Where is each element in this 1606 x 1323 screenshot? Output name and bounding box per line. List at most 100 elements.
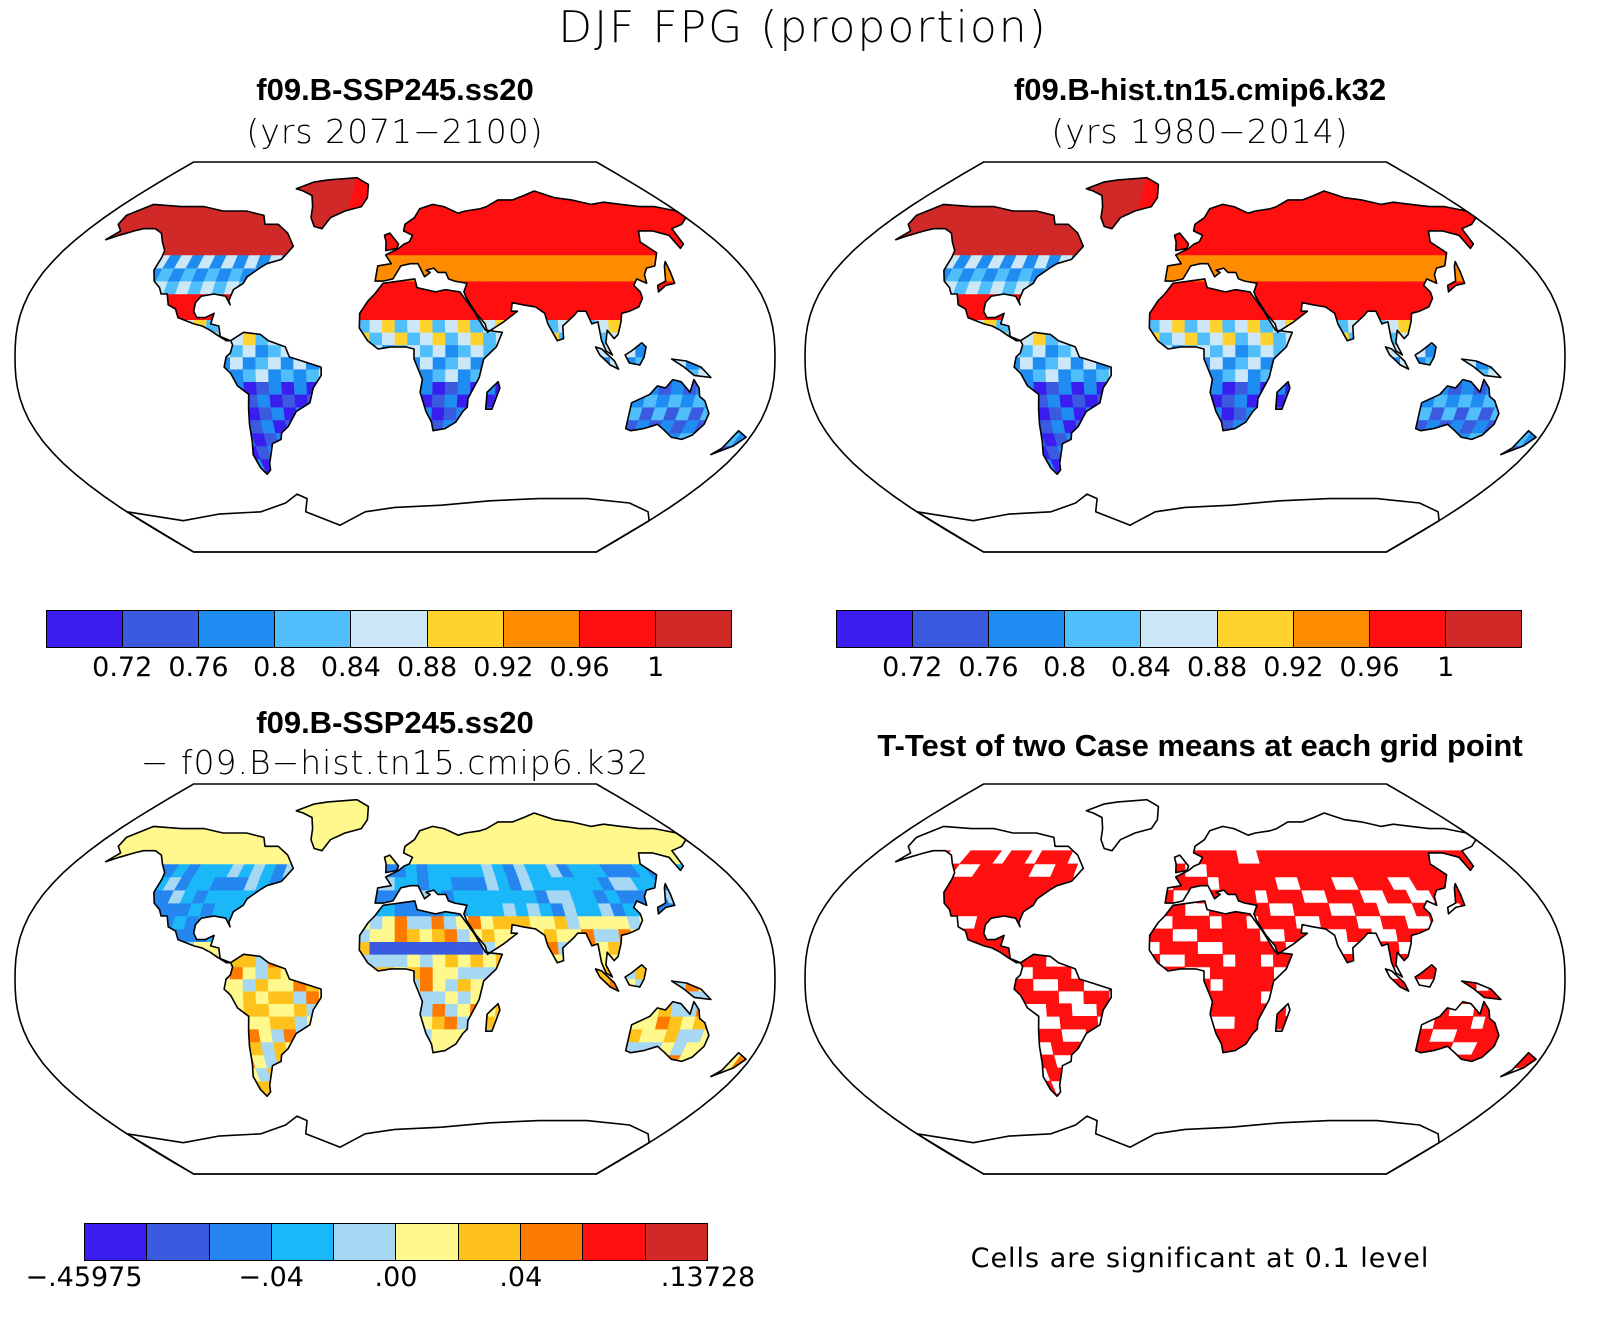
coastline-australia [1414, 1000, 1500, 1063]
land-field [895, 177, 1537, 486]
coastline-australia [624, 378, 710, 441]
panel4-title: T-Test of two Case means at each grid po… [877, 728, 1523, 763]
colorbar-tick-label: −.45975 [25, 1262, 143, 1293]
coastline-eurasia [1164, 812, 1477, 978]
land-field [105, 799, 747, 1108]
colorbar-swatch [271, 1224, 335, 1260]
panel1-subtitle: (yrs 2071−2100) [246, 112, 544, 151]
colorbar-tick-label: 0.96 [1339, 652, 1400, 683]
panel1-map [14, 161, 776, 553]
coastline-borneo [1414, 964, 1437, 988]
panel2-title: f09.B-hist.tn15.cmip6.k32 [1013, 72, 1387, 107]
coastline-sumatra [594, 346, 620, 370]
panel4-map [804, 783, 1566, 1175]
figure-title: DJF FPG (proportion) [558, 2, 1048, 53]
colorbar-tick-label: .04 [499, 1262, 543, 1293]
coastline-greenland [295, 798, 370, 852]
colorbar-tick-label: 1 [1437, 652, 1455, 683]
coastline-northAmerica [894, 825, 1085, 964]
colorbar-tick-label: 0.84 [320, 652, 381, 683]
coastline-africa [358, 278, 504, 432]
coastline-africa [1148, 278, 1294, 432]
coastline-sumatra [594, 968, 620, 992]
coastline-northAmerica [104, 825, 295, 964]
colorbar-swatch [1065, 611, 1142, 647]
coastline-japan [1446, 882, 1466, 915]
coastline-britain [1173, 854, 1190, 874]
panel3-map [14, 783, 776, 1175]
coastline-madagascar [1274, 380, 1291, 410]
coastline-antarctica [916, 493, 1440, 553]
coastline-britain [383, 854, 400, 874]
colorbar-tick-label: 0.84 [1110, 652, 1171, 683]
colorbar-tick-label: 0.92 [473, 652, 534, 683]
colorbar-tick-label: 0.76 [168, 652, 229, 683]
colorbar-tick-label: 0.88 [1187, 652, 1248, 683]
coastline-japan [656, 260, 676, 293]
coastline-antarctica [916, 1115, 1440, 1175]
colorbar-swatch [1369, 611, 1446, 647]
colorbar-swatch [989, 611, 1066, 647]
panel1-colorbar [46, 610, 732, 648]
panel3-subtitle: − f09.B−hist.tn15.cmip6.k32 [140, 743, 650, 782]
colorbar-swatch [199, 611, 276, 647]
colorbar-tick-label: 0.96 [549, 652, 610, 683]
colorbar-swatch [209, 1224, 272, 1260]
coastline-nz [1499, 429, 1537, 456]
colorbar-tick-label: 1 [647, 652, 665, 683]
colorbar-tick-label: 0.8 [253, 652, 297, 683]
coastline-britain [1173, 232, 1190, 252]
coastline-australia [1414, 378, 1500, 441]
colorbar-swatch [1293, 611, 1370, 647]
colorbar-swatch [334, 1224, 397, 1260]
coastline-newguinea [670, 980, 712, 1001]
map-boundary [804, 161, 1566, 553]
coastline-borneo [1414, 342, 1437, 366]
colorbar-swatch [1445, 611, 1521, 647]
coastline-sumatra [1384, 968, 1410, 992]
coastline-japan [656, 882, 676, 915]
colorbar-swatch [275, 611, 352, 647]
colorbar-swatch [147, 1224, 210, 1260]
colorbar-tick-label: −.04 [238, 1262, 304, 1293]
colorbar-swatch [579, 611, 656, 647]
coastline-antarctica [126, 1115, 650, 1175]
coastline-nz [709, 1051, 747, 1078]
colorbar-swatch [396, 1224, 459, 1260]
colorbar-tick-label: 0.72 [882, 652, 943, 683]
colorbar-tick-label: 0.88 [397, 652, 458, 683]
coastline-japan [1446, 260, 1466, 293]
colorbar-swatch [1141, 611, 1218, 647]
colorbar-tick-label: 0.92 [1263, 652, 1324, 683]
colorbar-swatch [583, 1224, 646, 1260]
panel3-colorbar [84, 1223, 708, 1261]
coastline-greenland [1085, 798, 1160, 852]
coastline-africa [358, 900, 504, 1054]
coastline-sumatra [1384, 346, 1410, 370]
colorbar-tick-label: 0.72 [92, 652, 153, 683]
colorbar-swatch [1217, 611, 1294, 647]
colorbar-swatch [655, 611, 731, 647]
colorbar-swatch [837, 611, 914, 647]
colorbar-swatch [503, 611, 580, 647]
coastline-eurasia [1164, 190, 1477, 356]
coastline-madagascar [484, 1002, 501, 1032]
coastline-britain [383, 232, 400, 252]
coastline-newguinea [1460, 358, 1502, 379]
colorbar-tick-label: 0.8 [1043, 652, 1087, 683]
coastline-madagascar [484, 380, 501, 410]
coastline-newguinea [670, 358, 712, 379]
colorbar-swatch [123, 611, 200, 647]
colorbar-tick-label: .13728 [660, 1262, 756, 1293]
panel2-map [804, 161, 1566, 553]
coastline-southAmerica [223, 953, 323, 1098]
colorbar-swatch [913, 611, 990, 647]
colorbar-swatch [427, 611, 504, 647]
colorbar-tick-label: 0.76 [958, 652, 1019, 683]
ttest-note: Cells are significant at 0.1 level [970, 1243, 1430, 1274]
coastline-borneo [624, 964, 647, 988]
map-boundary [14, 783, 776, 1175]
coastline-greenland [1085, 176, 1160, 230]
colorbar-swatch [645, 1224, 707, 1260]
coastline-southAmerica [1013, 953, 1113, 1098]
